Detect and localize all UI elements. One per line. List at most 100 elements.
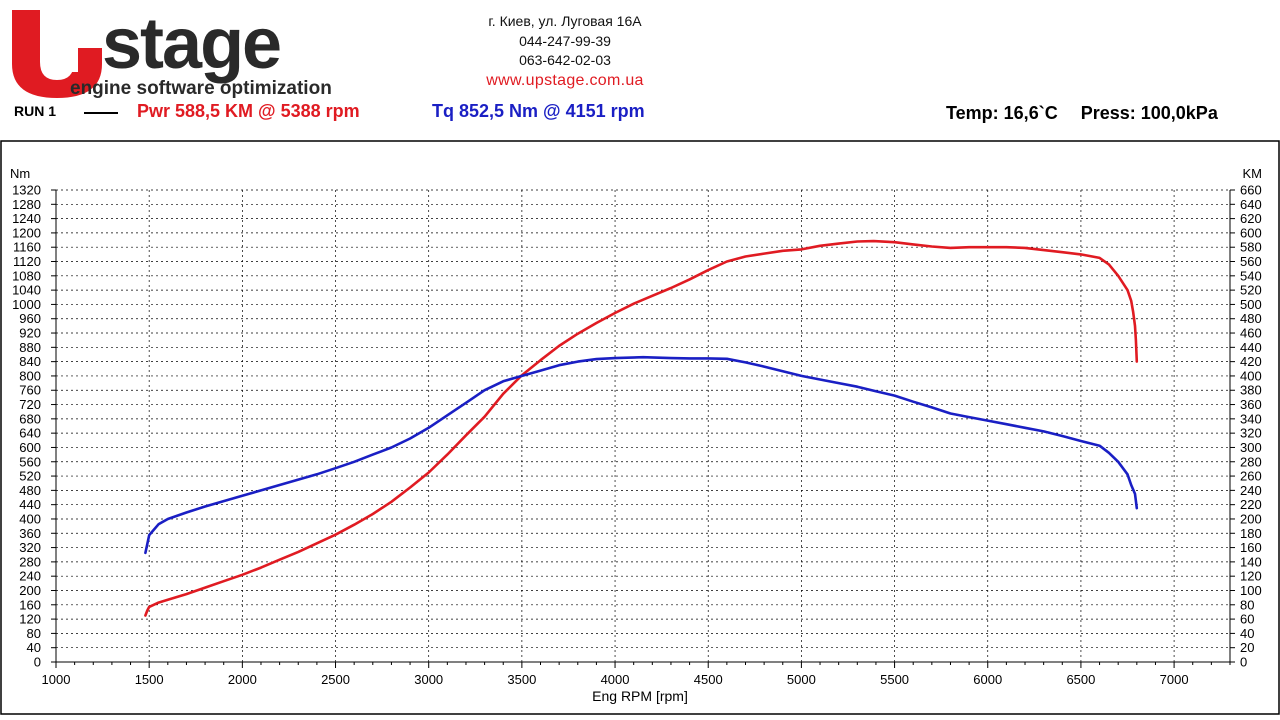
y-right-tick-label: 200 [1240, 511, 1262, 526]
y-right-tick-label: 320 [1240, 426, 1262, 441]
contact-block: г. Киев, ул. Луговая 16А 044-247-99-39 0… [440, 12, 690, 90]
x-tick-label: 4000 [601, 672, 630, 687]
y-left-tick-label: 240 [19, 569, 41, 584]
y-right-tick-label: 500 [1240, 297, 1262, 312]
y-left-tick-label: 80 [27, 626, 41, 641]
y-right-tick-label: 160 [1240, 540, 1262, 555]
y-left-tick-label: 520 [19, 469, 41, 484]
y-right-tick-label: 520 [1240, 283, 1262, 298]
y-right-tick-label: 100 [1240, 583, 1262, 598]
y-left-tick-label: 440 [19, 497, 41, 512]
chart-grid [56, 189, 1230, 662]
y-right-tick-label: 560 [1240, 254, 1262, 269]
x-tick-label: 5500 [880, 672, 909, 687]
address-text: г. Киев, ул. Луговая 16А [488, 13, 642, 29]
x-tick-label: 5000 [787, 672, 816, 687]
y-left-tick-label: 120 [19, 612, 41, 627]
website-link[interactable]: www.upstage.com.ua [486, 71, 644, 89]
y-right-tick-label: 640 [1240, 197, 1262, 212]
chart-frame [0, 140, 1280, 715]
x-tick-label: 3000 [414, 672, 443, 687]
y-right-tick-label: 220 [1240, 497, 1262, 512]
y-right-tick-label: 300 [1240, 440, 1262, 455]
y-right-tick-label: 660 [1240, 183, 1262, 198]
y-left-tick-label: 360 [19, 526, 41, 541]
y-right-tick-label: 540 [1240, 268, 1262, 283]
y-left-tick-label: 640 [19, 426, 41, 441]
run-label: RUN 1 [14, 103, 57, 119]
y-right-tick-label: 240 [1240, 483, 1262, 498]
y-left-tick-label: 1160 [13, 240, 41, 255]
y-left-tick-label: 1000 [12, 297, 41, 312]
y-left-tick-label: 160 [19, 597, 41, 612]
y-right-tick-label: 580 [1240, 240, 1262, 255]
y-left-tick-label: 320 [19, 540, 41, 555]
y-right-tick-label: 480 [1240, 311, 1262, 326]
y-right-tick-label: 340 [1240, 411, 1262, 426]
logo-wordmark: stage [102, 4, 280, 84]
y-right-axis-title: KM [1243, 166, 1263, 181]
y-right-tick-label: 420 [1240, 354, 1262, 369]
x-tick-label: 6500 [1066, 672, 1095, 687]
y-left-axis-title: Nm [10, 166, 30, 181]
y-right-tick-label: 380 [1240, 383, 1262, 398]
y-left-tick-label: 1320 [12, 183, 41, 198]
y-right-tick-label: 120 [1240, 569, 1262, 584]
y-right-tick-label: 60 [1240, 612, 1254, 627]
upstage-logo: stage engine software optimization [12, 4, 332, 99]
y-right-tick-label: 80 [1240, 597, 1254, 612]
y-left-tick-label: 680 [19, 411, 41, 426]
y-left-tick-label: 920 [19, 326, 41, 341]
y-left-tick-label: 200 [19, 583, 41, 598]
y-left-tick-label: 600 [19, 440, 41, 455]
y-left-tick-label: 1280 [12, 197, 41, 212]
series-line-tq [144, 355, 1139, 555]
x-tick-label: 3500 [507, 672, 536, 687]
y-left-tick-label: 800 [19, 368, 41, 383]
environment-info: Temp: 16,6`C Press: 100,0kPa [946, 103, 1218, 124]
x-tick-label: 7000 [1160, 672, 1189, 687]
series-line-pwr [144, 239, 1139, 617]
y-right-tick-label: 20 [1240, 640, 1254, 655]
x-tick-label: 1000 [42, 672, 71, 687]
y-right-tick-label: 0 [1240, 655, 1247, 670]
logo-tagline: engine software optimization [70, 78, 332, 99]
run-summary-bar: RUN 1 Pwr 588,5 KM @ 5388 rpm Tq 852,5 N… [0, 100, 1280, 126]
power-peak-text: Pwr 588,5 KM @ 5388 rpm [137, 101, 360, 121]
x-tick-label: 2500 [321, 672, 350, 687]
y-right-tick-label: 620 [1240, 211, 1262, 226]
y-left-tick-label: 1120 [13, 254, 41, 269]
x-axis-title: Eng RPM [rpm] [592, 688, 688, 704]
y-right-tick-label: 460 [1240, 326, 1262, 341]
y-left-tick-label: 0 [34, 655, 41, 670]
chart-series [144, 239, 1139, 617]
y-right-tick-label: 600 [1240, 225, 1262, 240]
y-left-tick-label: 960 [19, 311, 41, 326]
torque-peak-text: Tq 852,5 Nm @ 4151 rpm [432, 101, 645, 121]
run-line-swatch [84, 112, 118, 114]
y-right-tick-label: 400 [1240, 368, 1262, 383]
y-left-tick-label: 560 [19, 454, 41, 469]
y-left-tick-label: 400 [19, 511, 41, 526]
logo-arrow-mark [52, 10, 88, 72]
logo-u-mark [12, 10, 102, 98]
y-right-tick-label: 280 [1240, 454, 1262, 469]
y-right-tick-label: 440 [1240, 340, 1262, 355]
y-left-tick-label: 480 [19, 483, 41, 498]
y-left-tick-label: 1240 [12, 211, 41, 226]
y-right-tick-label: 40 [1240, 626, 1254, 641]
y-left-tick-label: 1040 [12, 283, 41, 298]
x-tick-label: 4500 [694, 672, 723, 687]
phone-2-text: 063-642-02-03 [519, 52, 611, 68]
y-right-tick-label: 140 [1240, 554, 1262, 569]
chart-ticks: 0408012016020024028032036040044048052056… [12, 183, 1262, 688]
phone-1-text: 044-247-99-39 [519, 32, 611, 49]
y-left-tick-label: 40 [27, 640, 41, 655]
y-left-tick-label: 840 [19, 354, 41, 369]
y-right-tick-label: 260 [1240, 469, 1262, 484]
y-left-tick-label: 760 [19, 383, 41, 398]
chart-axes [55, 190, 1231, 663]
temperature-text: Temp: 16,6`C [946, 103, 1058, 123]
x-tick-label: 6000 [973, 672, 1002, 687]
y-left-tick-label: 1080 [12, 268, 41, 283]
